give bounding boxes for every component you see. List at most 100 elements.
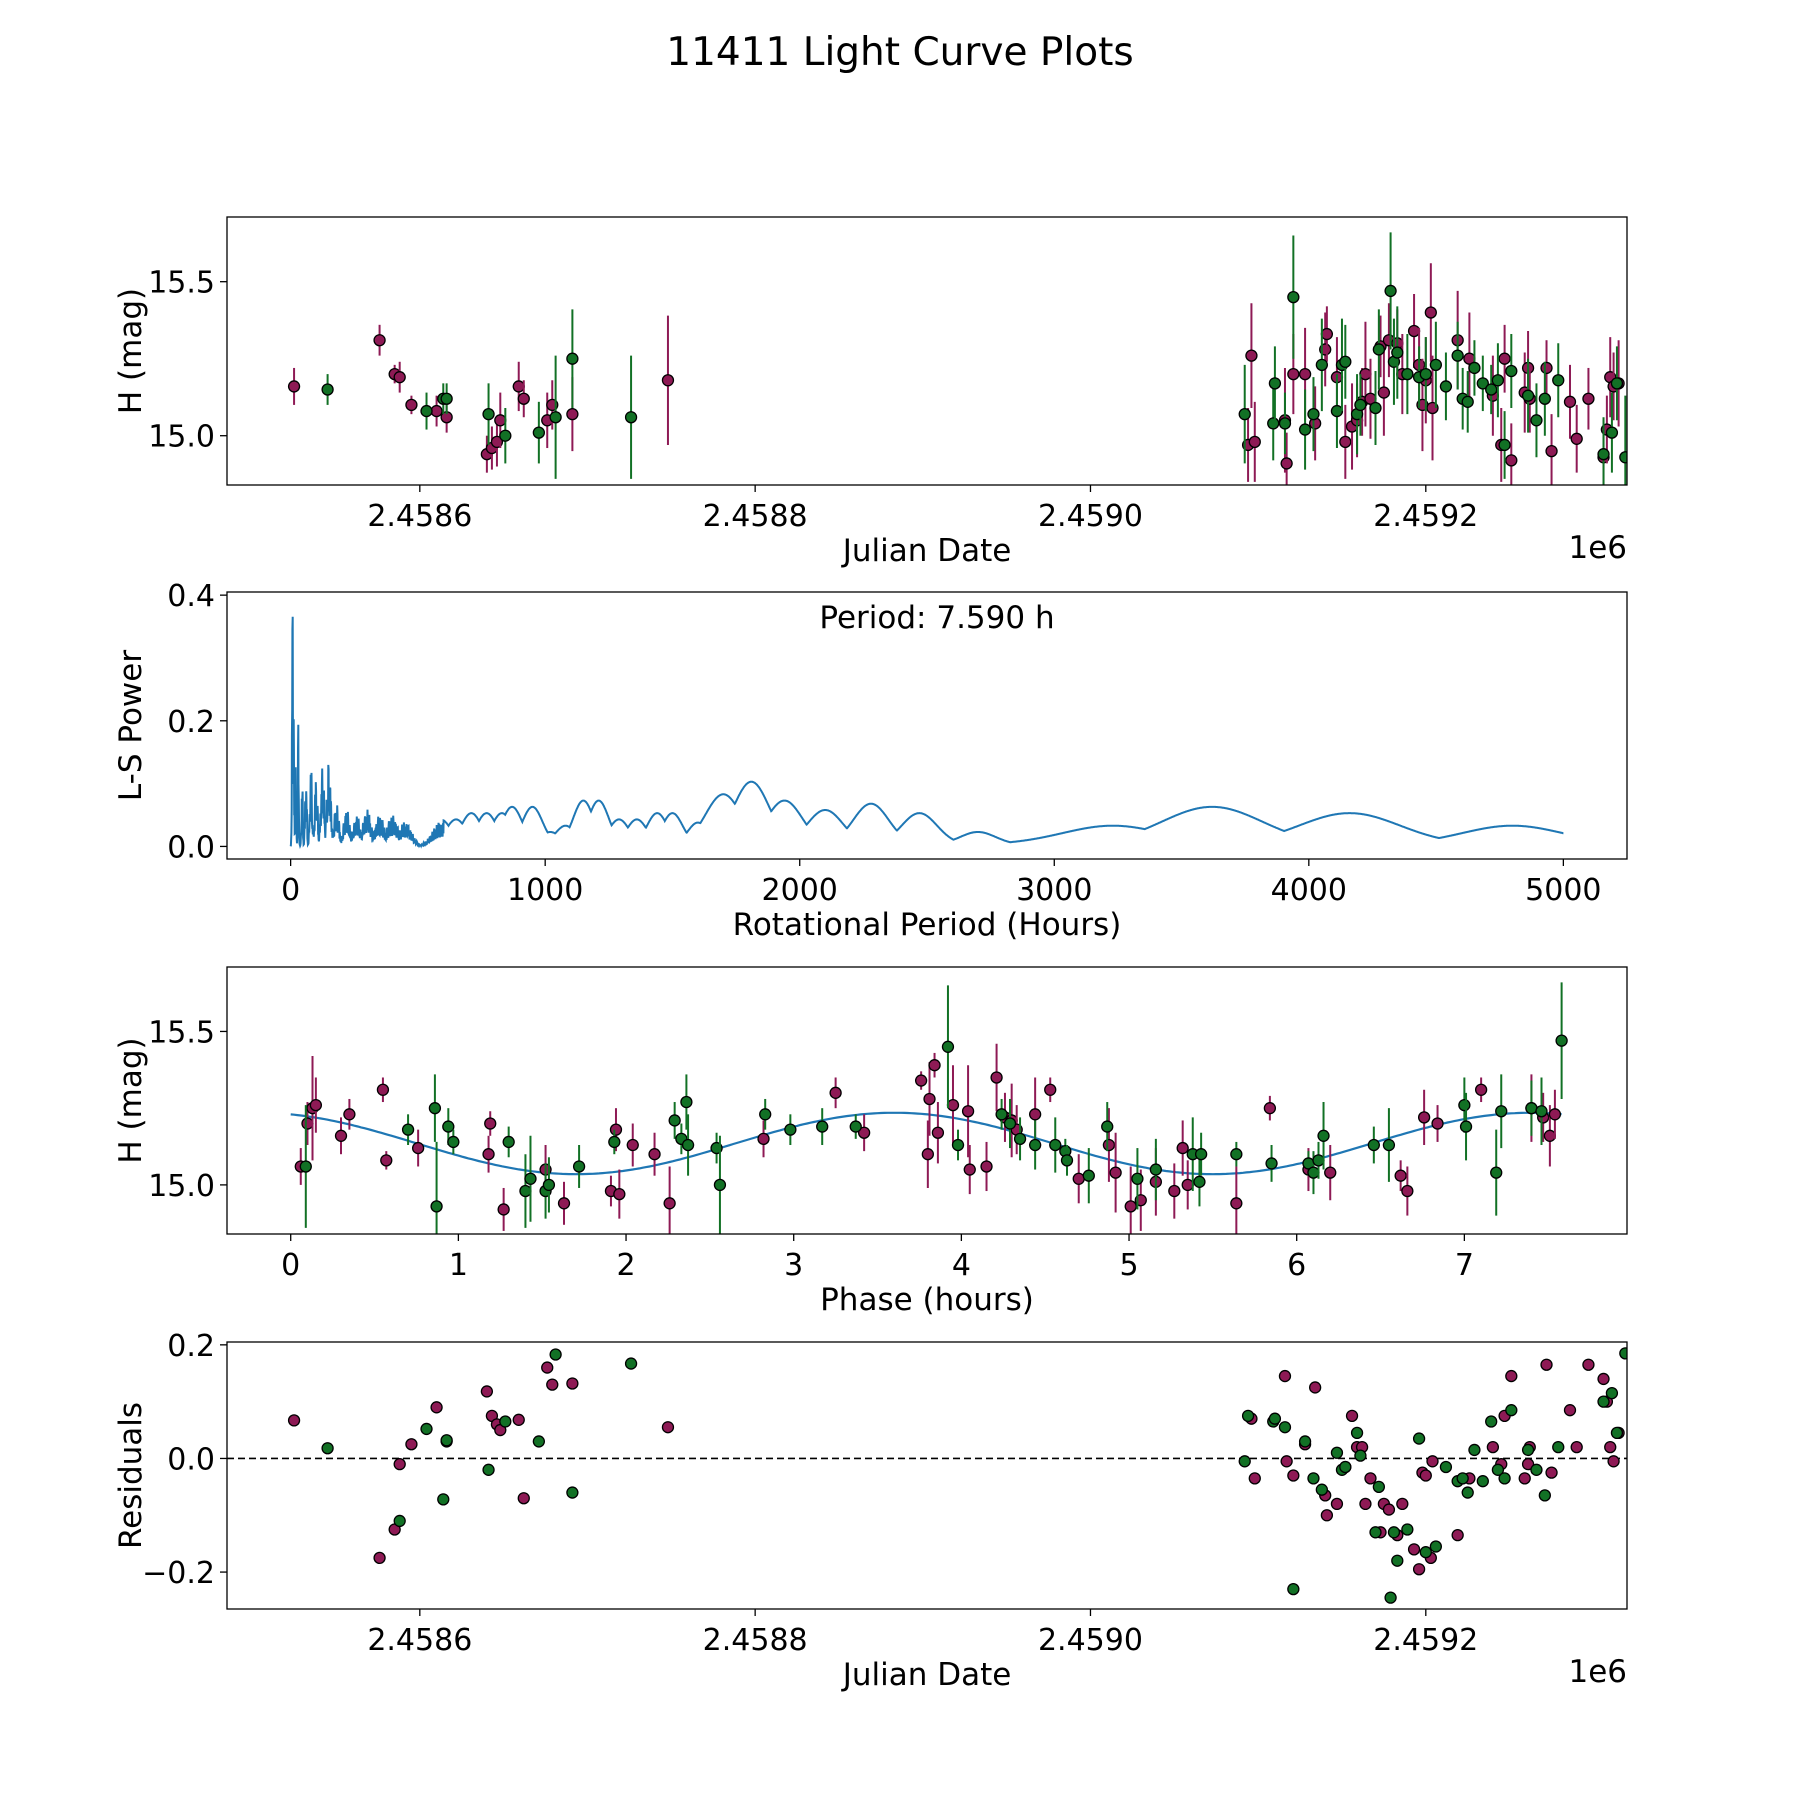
data-point	[1267, 417, 1280, 430]
x-tick-label: 4	[952, 1248, 971, 1283]
data-point	[482, 1463, 495, 1476]
data-point	[440, 392, 453, 405]
x-axis-label: Phase (hours)	[820, 1282, 1034, 1318]
data-point	[1287, 1469, 1300, 1482]
data-point	[1013, 1132, 1027, 1146]
x-tick-label: 2	[616, 1248, 635, 1283]
axes-frame	[226, 591, 1628, 860]
y-tick-label: −0.2	[142, 1556, 215, 1591]
data-point	[373, 334, 386, 347]
data-point	[757, 1132, 770, 1146]
data-point	[512, 1413, 525, 1426]
data-point	[1485, 1415, 1498, 1428]
data-point	[343, 1108, 356, 1121]
period-annotation: Period: 7.590 h	[819, 600, 1054, 636]
data-point	[1131, 1172, 1144, 1185]
data-point	[1330, 404, 1344, 418]
data-point	[1582, 392, 1595, 405]
data-point	[482, 1148, 495, 1161]
data-point	[1582, 1358, 1595, 1371]
data-point	[1540, 1358, 1553, 1371]
x-offset-label: 1e6	[1568, 1654, 1627, 1690]
series-green	[321, 1347, 1627, 1604]
data-point	[1230, 1148, 1243, 1161]
data-point	[1619, 1347, 1627, 1360]
data-point	[1597, 1395, 1610, 1408]
data-point	[1476, 377, 1489, 390]
data-point	[1548, 1108, 1562, 1121]
x-tick-label: 0	[281, 873, 300, 908]
data-point	[1072, 1172, 1085, 1185]
data-point	[1369, 401, 1382, 415]
x-tick-label: 0	[281, 1248, 300, 1283]
data-point	[393, 1457, 406, 1471]
data-point	[1359, 367, 1372, 381]
data-point	[624, 1357, 638, 1370]
data-point	[1538, 392, 1551, 405]
panel-phase-fold: 0 1 2 3 4 5 6 7 15.0 15.5 Phase (hours) H (mag)	[113, 966, 1628, 1318]
data-point	[1468, 361, 1481, 375]
data-point	[1570, 1440, 1583, 1454]
data-point	[1468, 1443, 1481, 1457]
data-point	[1263, 1102, 1277, 1115]
data-point	[1101, 1120, 1114, 1133]
data-point	[1521, 389, 1535, 402]
data-point	[405, 398, 418, 412]
data-point	[1396, 1497, 1409, 1511]
data-point	[1268, 1412, 1282, 1425]
data-point	[1498, 1472, 1511, 1485]
data-point	[1287, 367, 1300, 381]
data-point	[572, 1160, 586, 1173]
data-point	[1426, 1455, 1439, 1468]
data-point	[1538, 1489, 1551, 1502]
data-point	[1298, 1435, 1312, 1448]
y-tick-label: 15.5	[148, 1015, 215, 1050]
data-point	[995, 1108, 1008, 1121]
data-point	[1280, 1455, 1293, 1468]
data-point	[914, 1074, 928, 1087]
data-point	[1124, 1200, 1137, 1213]
data-point	[1382, 1503, 1396, 1516]
panel-residuals: 2.4586 2.4588 2.4590 2.4592 −0.2 0.0 0.2 Julian…	[113, 1329, 1628, 1693]
data-point	[1476, 1475, 1489, 1488]
data-point	[1486, 1440, 1500, 1454]
x-tick-label: 1000	[507, 873, 583, 908]
data-point	[661, 1421, 675, 1434]
data-point	[541, 1361, 554, 1374]
data-point	[1407, 324, 1421, 338]
data-point	[980, 1160, 993, 1173]
data-point	[1458, 1098, 1471, 1112]
data-point	[334, 1129, 348, 1142]
x-axis-label: Rotational Period (Hours)	[733, 907, 1122, 943]
data-point	[1563, 395, 1577, 408]
data-point	[923, 1092, 936, 1106]
data-point	[1394, 1169, 1407, 1182]
y-axis-label: H (mag)	[113, 288, 149, 414]
x-tick-label: 1	[449, 1248, 468, 1283]
x-tick-label: 3	[784, 1248, 803, 1283]
y-tick-label: 0.2	[167, 705, 215, 740]
data-point	[1339, 355, 1352, 368]
data-point	[1307, 1166, 1320, 1179]
data-point	[1354, 398, 1367, 412]
data-point	[494, 414, 507, 427]
data-point	[440, 1434, 453, 1447]
data-point	[1377, 386, 1391, 399]
data-point	[609, 1123, 623, 1136]
data-point	[287, 1414, 301, 1427]
data-point	[1451, 349, 1464, 362]
data-point	[393, 371, 406, 384]
data-point	[1312, 1154, 1325, 1167]
data-point	[624, 411, 638, 424]
data-point	[420, 1422, 433, 1436]
data-point	[437, 1493, 450, 1506]
data-point	[1498, 352, 1511, 365]
data-point	[681, 1138, 695, 1152]
data-point	[1384, 284, 1397, 298]
data-point	[512, 380, 525, 393]
data-point	[1391, 1554, 1404, 1567]
x-tick-label: 2.4588	[703, 1623, 808, 1658]
data-point	[1459, 1120, 1473, 1133]
data-point	[1431, 1117, 1444, 1130]
data-point	[1044, 1083, 1057, 1096]
